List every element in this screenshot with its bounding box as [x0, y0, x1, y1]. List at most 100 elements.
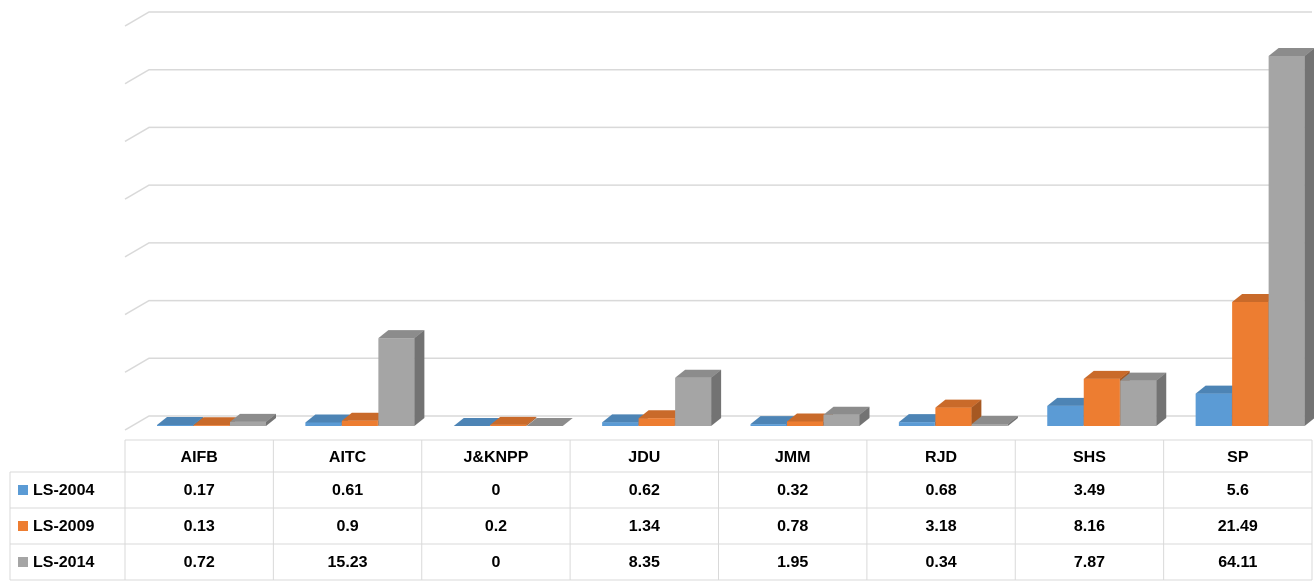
table-value: 0.17 [184, 482, 215, 499]
bar [378, 330, 425, 426]
table-value: 0.68 [925, 482, 956, 499]
x-tick-label: RJD [925, 449, 957, 466]
table-value: 15.23 [328, 554, 368, 571]
x-tick-label: SHS [1073, 449, 1106, 466]
table-value: 21.49 [1218, 518, 1258, 535]
table-value: 1.34 [629, 518, 660, 535]
bar [1120, 372, 1167, 426]
bar-face [341, 420, 378, 426]
bar [935, 399, 982, 426]
grid-line [124, 299, 1312, 316]
legend-label: LS-2014 [33, 554, 94, 571]
grid-line [124, 242, 1312, 258]
bar-face [1268, 47, 1314, 56]
legend-swatch [18, 485, 28, 495]
table-value: 0.72 [184, 554, 215, 571]
grid-line [124, 126, 1312, 143]
bar-face [711, 369, 722, 426]
bar-face [230, 413, 276, 422]
grid-line [124, 11, 1312, 27]
legend-label: LS-2004 [33, 482, 94, 499]
table-value: 0.13 [184, 518, 215, 535]
x-tick-label: SP [1227, 449, 1249, 466]
bar-face [1195, 385, 1242, 394]
bar-face [414, 330, 425, 426]
grid-line [124, 68, 1312, 85]
bar [823, 406, 870, 426]
table-value: 64.11 [1218, 554, 1257, 571]
bar-face [859, 406, 870, 426]
bar-face [1232, 293, 1279, 302]
bar-face [787, 413, 833, 422]
bar-face [1083, 378, 1120, 426]
bar-face [193, 425, 230, 426]
table-value: 0.32 [777, 482, 808, 499]
bar [453, 418, 500, 426]
bar-face [823, 406, 870, 415]
bar-face [750, 416, 797, 425]
bar-face [1007, 416, 1018, 426]
bar [157, 417, 203, 426]
x-tick-label: AITC [329, 449, 367, 466]
bar [675, 369, 722, 426]
bar-face [230, 421, 266, 426]
bar-face [1268, 55, 1305, 426]
bar [971, 416, 1018, 426]
legend-swatch [18, 557, 28, 567]
bar-face [453, 418, 500, 426]
table-value: 0.2 [485, 518, 507, 535]
bar-face [1083, 370, 1130, 379]
x-tick-label: JMM [775, 449, 811, 466]
bar-face [935, 399, 982, 408]
bar-face [266, 413, 276, 426]
table-value: 0 [491, 554, 500, 571]
bar-face [602, 414, 649, 423]
table-value: 3.49 [1074, 482, 1105, 499]
bar-face [490, 424, 527, 426]
bar-face [675, 369, 722, 378]
bar-face [1120, 372, 1167, 381]
bar-face [305, 422, 342, 426]
bar [230, 413, 276, 426]
bar-face [490, 416, 537, 425]
table-value: 0.9 [336, 518, 358, 535]
bar [490, 416, 537, 426]
bar-face [898, 422, 935, 426]
bar-face [526, 416, 537, 426]
x-tick-label: J&KNPP [463, 449, 528, 466]
bar-face [341, 412, 388, 421]
table-value: 0.62 [629, 482, 660, 499]
table-value: 8.16 [1074, 518, 1105, 535]
x-tick-label: JDU [628, 449, 660, 466]
bar-face [1195, 393, 1232, 426]
table-value: 3.18 [925, 518, 956, 535]
bar [1268, 47, 1314, 426]
bar-face [935, 407, 972, 426]
bar-face [1232, 301, 1269, 426]
bar-face [898, 414, 945, 423]
table-value: 0.61 [332, 482, 363, 499]
bar-face [787, 421, 823, 426]
bar-face [157, 417, 203, 426]
bar-face [1047, 397, 1094, 406]
grid-line [124, 184, 1312, 200]
bar-face [602, 422, 639, 426]
table-value: 5.6 [1227, 482, 1249, 499]
bar-face [1156, 372, 1167, 426]
legend-swatch [18, 521, 28, 531]
table-value: 0 [491, 482, 500, 499]
bar-face [1047, 405, 1084, 426]
bar-face [750, 424, 787, 426]
bar-face [378, 330, 425, 339]
bar-face [526, 418, 573, 426]
bar-face [971, 416, 1018, 425]
bar [526, 418, 573, 426]
bar-face [823, 414, 860, 426]
bar-face [193, 417, 240, 426]
table-value: 8.35 [629, 554, 660, 571]
legend-label: LS-2009 [33, 518, 94, 535]
bar-face [638, 410, 685, 419]
table-value: 7.87 [1074, 554, 1105, 571]
bar-face [971, 424, 1008, 426]
